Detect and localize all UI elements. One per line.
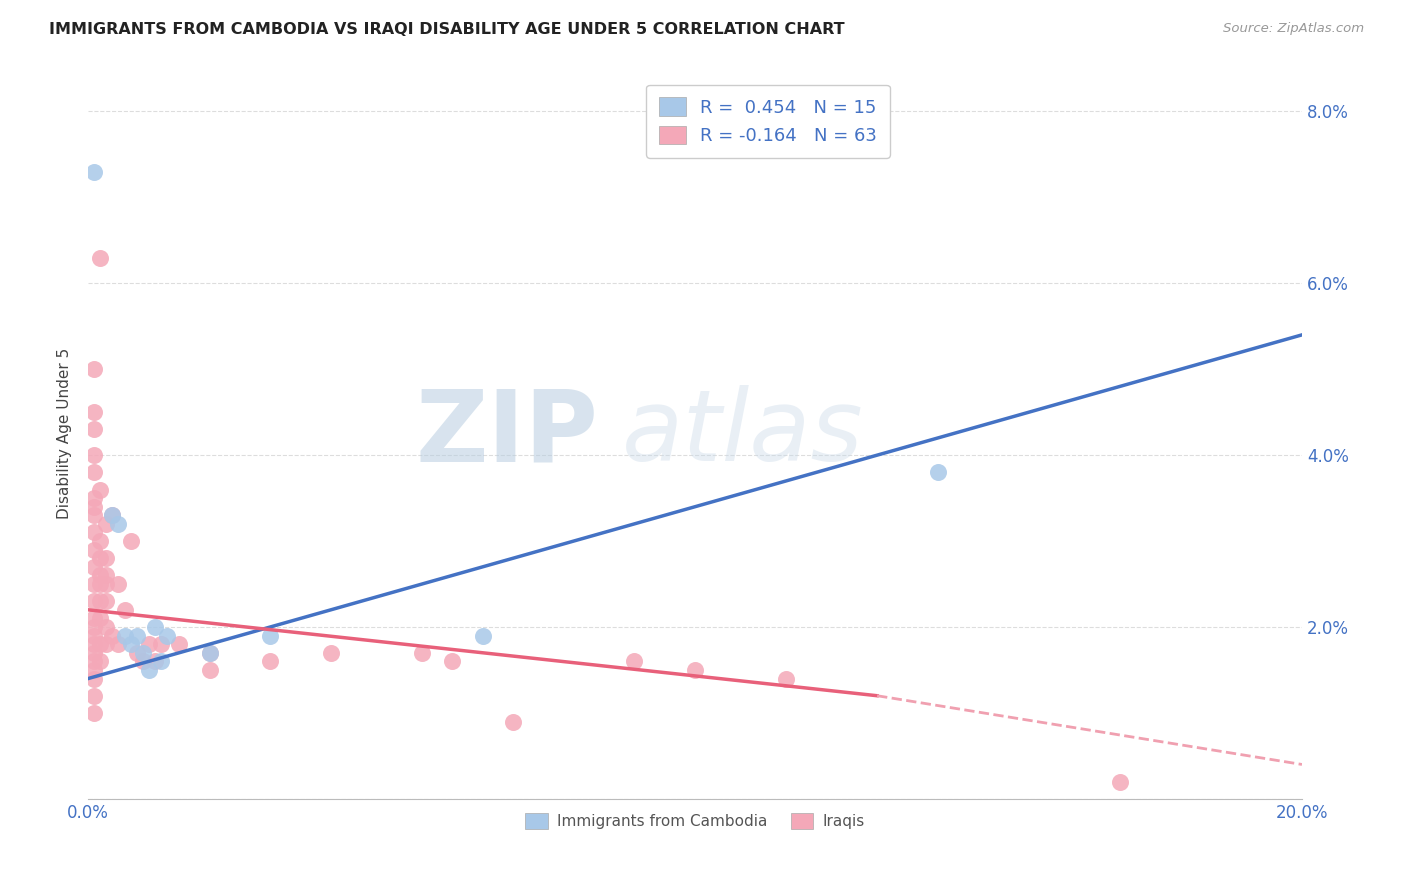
Point [83, 654, 105, 668]
Point [107, 577, 129, 591]
Point [132, 654, 155, 668]
Point [83, 594, 105, 608]
Point [125, 646, 148, 660]
Point [120, 637, 142, 651]
Point [83, 689, 105, 703]
Text: Source: ZipAtlas.com: Source: ZipAtlas.com [1223, 22, 1364, 36]
Point [89, 637, 111, 651]
Point [683, 663, 706, 677]
Point [89, 483, 111, 497]
Point [114, 629, 136, 643]
Point [156, 629, 179, 643]
Point [89, 594, 111, 608]
Point [96, 516, 118, 531]
Point [83, 672, 105, 686]
Point [83, 362, 105, 376]
Point [89, 611, 111, 625]
Point [83, 559, 105, 574]
Point [927, 466, 949, 480]
Point [259, 654, 281, 668]
Point [96, 594, 118, 608]
Text: atlas: atlas [623, 385, 863, 483]
Point [83, 466, 105, 480]
Point [471, 629, 494, 643]
Point [138, 637, 160, 651]
Point [319, 646, 342, 660]
Point [198, 646, 221, 660]
Point [89, 551, 111, 566]
Point [502, 714, 524, 729]
Point [101, 629, 124, 643]
Point [132, 646, 155, 660]
Point [83, 620, 105, 634]
Point [101, 508, 124, 523]
Point [143, 620, 166, 634]
Point [167, 637, 190, 651]
Point [89, 251, 111, 265]
Point [149, 654, 172, 668]
Point [411, 646, 433, 660]
Point [83, 611, 105, 625]
Legend: Immigrants from Cambodia, Iraqis: Immigrants from Cambodia, Iraqis [519, 806, 872, 835]
Point [125, 629, 148, 643]
Point [83, 164, 105, 178]
Point [101, 508, 124, 523]
Point [623, 654, 645, 668]
Point [198, 663, 221, 677]
Point [89, 654, 111, 668]
Point [1109, 774, 1132, 789]
Point [89, 568, 111, 582]
Point [149, 637, 172, 651]
Point [114, 603, 136, 617]
Text: IMMIGRANTS FROM CAMBODIA VS IRAQI DISABILITY AGE UNDER 5 CORRELATION CHART: IMMIGRANTS FROM CAMBODIA VS IRAQI DISABI… [49, 22, 845, 37]
Y-axis label: Disability Age Under 5: Disability Age Under 5 [58, 348, 72, 519]
Point [96, 577, 118, 591]
Point [83, 577, 105, 591]
Point [83, 706, 105, 720]
Text: ZIP: ZIP [415, 385, 598, 483]
Point [89, 577, 111, 591]
Point [89, 534, 111, 549]
Point [83, 448, 105, 462]
Point [83, 422, 105, 436]
Point [96, 568, 118, 582]
Point [83, 508, 105, 523]
Point [120, 534, 142, 549]
Point [259, 629, 281, 643]
Point [83, 491, 105, 505]
Point [107, 516, 129, 531]
Point [83, 525, 105, 540]
Point [83, 637, 105, 651]
Point [138, 663, 160, 677]
Point [83, 542, 105, 557]
Point [107, 637, 129, 651]
Point [83, 663, 105, 677]
Point [83, 646, 105, 660]
Point [96, 551, 118, 566]
Point [83, 629, 105, 643]
Point [83, 405, 105, 419]
Point [441, 654, 464, 668]
Point [96, 620, 118, 634]
Point [96, 637, 118, 651]
Point [775, 672, 797, 686]
Point [143, 654, 166, 668]
Point [198, 646, 221, 660]
Point [83, 500, 105, 514]
